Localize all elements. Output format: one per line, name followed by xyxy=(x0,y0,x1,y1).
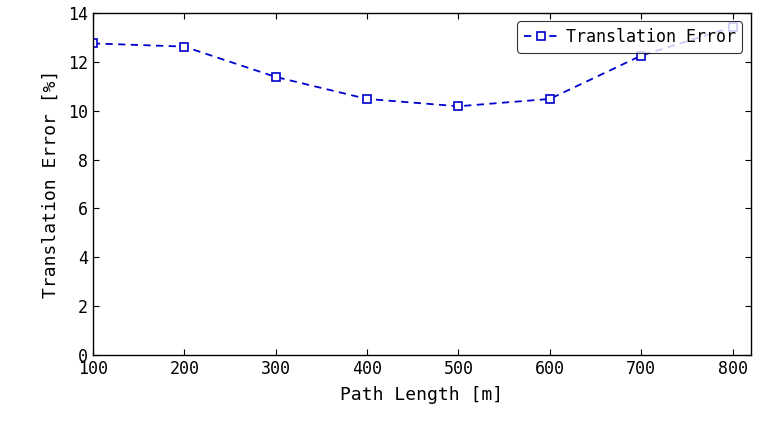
Translation Error xyxy=(728,24,737,30)
Translation Error xyxy=(180,44,189,49)
Line: Translation Error: Translation Error xyxy=(89,23,737,110)
Legend: Translation Error: Translation Error xyxy=(518,21,742,53)
Translation Error xyxy=(636,53,646,58)
Translation Error xyxy=(88,41,98,46)
Y-axis label: Translation Error [%]: Translation Error [%] xyxy=(42,70,60,298)
X-axis label: Path Length [m]: Path Length [m] xyxy=(341,386,503,404)
Translation Error xyxy=(454,104,463,109)
Translation Error xyxy=(271,74,280,80)
Translation Error xyxy=(545,96,554,101)
Translation Error xyxy=(362,96,372,101)
